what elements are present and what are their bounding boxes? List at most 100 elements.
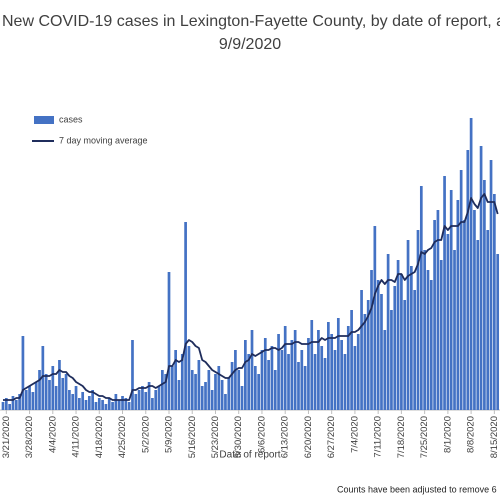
bar <box>297 362 300 410</box>
bar <box>429 280 433 410</box>
x-tick-label: 4/11/2020 <box>71 416 82 458</box>
bar <box>383 330 387 410</box>
bar <box>187 346 191 410</box>
bar <box>263 338 267 410</box>
bar <box>353 346 357 410</box>
bar <box>483 180 486 410</box>
bar <box>443 176 446 410</box>
bar <box>346 326 350 410</box>
bar <box>141 386 144 410</box>
bar <box>21 336 25 410</box>
bar <box>154 390 158 410</box>
bar <box>476 240 480 410</box>
x-tick-label: 8/15/2020 <box>489 416 500 458</box>
x-tick-label: 4/18/2020 <box>94 416 105 458</box>
bar <box>350 310 353 410</box>
x-tick-label: 3/21/2020 <box>1 416 12 458</box>
bar <box>174 350 177 410</box>
bar <box>396 260 400 410</box>
bar <box>463 220 466 410</box>
bar <box>240 386 244 410</box>
bar <box>87 396 91 410</box>
bar <box>74 386 78 410</box>
bar <box>54 386 58 410</box>
x-tick-label: 6/13/2020 <box>280 416 291 458</box>
bar <box>416 230 420 410</box>
bar <box>340 340 343 410</box>
bar <box>194 374 197 410</box>
bar <box>270 346 274 410</box>
bar <box>300 350 304 410</box>
legend-label: 7 day moving average <box>59 135 148 145</box>
bar <box>380 294 383 410</box>
bar <box>469 118 473 410</box>
bar <box>360 290 363 410</box>
bar <box>167 272 171 410</box>
x-tick-label: 6/20/2020 <box>303 416 314 458</box>
bar <box>58 360 61 410</box>
bar <box>390 310 393 410</box>
bar <box>320 346 324 410</box>
bar <box>456 200 460 410</box>
bar <box>244 340 247 410</box>
bar <box>290 340 294 410</box>
bar <box>493 194 496 410</box>
bar <box>283 326 287 410</box>
bar <box>78 398 81 410</box>
bar <box>107 398 111 410</box>
bar <box>210 390 214 410</box>
bar <box>459 170 463 410</box>
x-tick-label: 7/18/2020 <box>396 416 407 458</box>
bar <box>41 346 45 410</box>
bar <box>247 354 251 410</box>
x-tick-label: 4/25/2020 <box>117 416 128 458</box>
bar <box>343 354 347 410</box>
bar <box>190 370 194 410</box>
bar <box>11 396 15 410</box>
bar <box>449 190 453 410</box>
x-tick-label: 7/11/2020 <box>373 416 384 458</box>
bar <box>433 220 436 410</box>
bar <box>253 366 257 410</box>
x-tick-label: 5/23/2020 <box>210 416 221 458</box>
bar <box>366 300 370 410</box>
bar <box>94 402 98 410</box>
bar <box>81 392 85 410</box>
x-tick-label: 8/8/2020 <box>466 416 477 453</box>
bar <box>97 398 101 410</box>
bar <box>303 366 307 410</box>
bar <box>273 370 277 410</box>
bar <box>147 382 151 410</box>
bar <box>217 366 221 410</box>
bar <box>31 392 35 410</box>
bar <box>44 374 48 410</box>
bar <box>170 366 174 410</box>
bar <box>227 378 231 410</box>
bar <box>64 374 68 410</box>
bar <box>323 358 327 410</box>
bar <box>8 404 11 410</box>
bar <box>400 274 403 410</box>
bar <box>117 400 121 410</box>
bar <box>317 330 320 410</box>
bar <box>121 396 124 410</box>
bar <box>1 402 5 410</box>
bar <box>436 210 440 410</box>
x-tick-label: 4/4/2020 <box>47 416 58 453</box>
bar <box>177 380 181 410</box>
bar <box>207 370 211 410</box>
bar <box>68 390 71 410</box>
bar <box>386 254 390 410</box>
bar <box>151 398 154 410</box>
bar <box>184 222 187 410</box>
x-tick-label: 5/9/2020 <box>164 416 175 453</box>
bar <box>250 330 254 410</box>
bar <box>18 394 21 410</box>
x-tick-label: 6/6/2020 <box>256 416 267 453</box>
footnote: Counts have been adjusted to remove 6 <box>337 484 497 494</box>
bar <box>104 404 108 410</box>
bar <box>4 398 8 410</box>
bar <box>34 382 38 410</box>
bar <box>157 386 161 410</box>
